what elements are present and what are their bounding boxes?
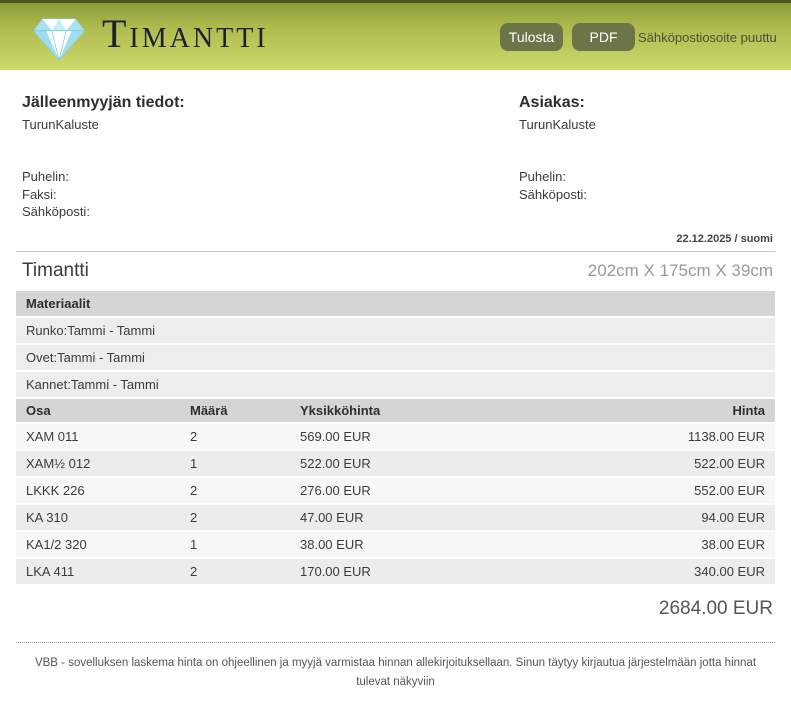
table-row: KA 310 2 47.00 EUR 94.00 EUR <box>16 503 775 530</box>
cell-total-price: 94.00 EUR <box>595 510 765 525</box>
cell-qty: 1 <box>190 456 300 471</box>
material-row: Ovet:Tammi - Tammi <box>16 343 775 370</box>
table-row: XAM½ 012 1 522.00 EUR 522.00 EUR <box>16 449 775 476</box>
dealer-contacts: Puhelin: Faksi: Sähköposti: <box>22 168 519 221</box>
material-row: Runko:Tammi - Tammi <box>16 316 775 343</box>
cell-qty: 1 <box>190 537 300 552</box>
materials-header: Materiaalit <box>16 291 775 316</box>
table-row: KA1/2 320 1 38.00 EUR 38.00 EUR <box>16 530 775 557</box>
table-row: LKA 411 2 170.00 EUR 340.00 EUR <box>16 557 775 584</box>
cell-unit-price: 170.00 EUR <box>300 564 595 579</box>
cell-unit-price: 276.00 EUR <box>300 483 595 498</box>
dealer-email-label: Sähköposti: <box>22 203 519 221</box>
cell-qty: 2 <box>190 483 300 498</box>
parts-table: Osa Määrä Yksikköhinta Hinta XAM 011 2 5… <box>16 397 775 584</box>
customer-phone-label: Puhelin: <box>519 168 775 186</box>
dealer-fax-label: Faksi: <box>22 186 519 204</box>
cell-unit-price: 38.00 EUR <box>300 537 595 552</box>
page-header: Timantti Tulosta PDF Sähköpostiosoite pu… <box>0 0 791 70</box>
cell-total-price: 552.00 EUR <box>595 483 765 498</box>
col-header-hinta: Hinta <box>595 403 765 418</box>
cell-total-price: 340.00 EUR <box>595 564 765 579</box>
cell-qty: 2 <box>190 564 300 579</box>
cell-part: XAM½ 012 <box>26 456 190 471</box>
dealer-info: Jälleenmyyjän tiedot: TurunKaluste Puhel… <box>16 94 519 221</box>
materials-table: Materiaalit Runko:Tammi - Tammi Ovet:Tam… <box>16 291 775 397</box>
brand-title: Timantti <box>102 14 269 60</box>
cell-part: LKKK 226 <box>26 483 190 498</box>
brand-logo: Timantti <box>30 12 269 62</box>
email-missing-warning: Sähköpostiosoite puuttu <box>638 30 777 45</box>
dealer-title: Jälleenmyyjän tiedot: <box>22 94 519 112</box>
cell-part: KA1/2 320 <box>26 537 190 552</box>
customer-title: Asiakas: <box>519 94 775 112</box>
product-header: Timantti 202cm X 175cm X 39cm <box>16 252 775 291</box>
col-header-osa: Osa <box>26 403 190 418</box>
diamond-icon <box>30 14 88 62</box>
cell-unit-price: 522.00 EUR <box>300 456 595 471</box>
cell-unit-price: 569.00 EUR <box>300 429 595 444</box>
print-button[interactable]: Tulosta <box>500 23 563 51</box>
grand-total: 2684.00 EUR <box>16 584 775 624</box>
cell-total-price: 522.00 EUR <box>595 456 765 471</box>
cell-part: KA 310 <box>26 510 190 525</box>
date-locale: 22.12.2025 / suomi <box>16 221 775 252</box>
cell-total-price: 38.00 EUR <box>595 537 765 552</box>
parties-info: Jälleenmyyjän tiedot: TurunKaluste Puhel… <box>16 70 775 221</box>
dealer-name: TurunKaluste <box>22 117 519 132</box>
customer-name: TurunKaluste <box>519 117 775 132</box>
customer-info: Asiakas: TurunKaluste Puhelin: Sähköpost… <box>519 94 775 221</box>
cell-total-price: 1138.00 EUR <box>595 429 765 444</box>
parts-table-header: Osa Määrä Yksikköhinta Hinta <box>16 397 775 422</box>
cell-unit-price: 47.00 EUR <box>300 510 595 525</box>
col-header-maara: Määrä <box>190 403 300 418</box>
header-actions: Tulosta PDF Sähköpostiosoite puuttu <box>500 23 777 51</box>
product-dimensions: 202cm X 175cm X 39cm <box>588 261 773 281</box>
customer-email-label: Sähköposti: <box>519 186 775 204</box>
cell-part: XAM 011 <box>26 429 190 444</box>
table-row: XAM 011 2 569.00 EUR 1138.00 EUR <box>16 422 775 449</box>
product-name: Timantti <box>22 260 89 282</box>
table-row: LKKK 226 2 276.00 EUR 552.00 EUR <box>16 476 775 503</box>
dealer-phone-label: Puhelin: <box>22 168 519 186</box>
cell-part: LKA 411 <box>26 564 190 579</box>
cell-qty: 2 <box>190 429 300 444</box>
col-header-yksikkohinta: Yksikköhinta <box>300 403 595 418</box>
material-row: Kannet:Tammi - Tammi <box>16 370 775 397</box>
customer-contacts: Puhelin: Sähköposti: <box>519 168 775 203</box>
main-content: Jälleenmyyjän tiedot: TurunKaluste Puhel… <box>0 70 791 643</box>
pdf-button[interactable]: PDF <box>572 23 635 51</box>
cell-qty: 2 <box>190 510 300 525</box>
